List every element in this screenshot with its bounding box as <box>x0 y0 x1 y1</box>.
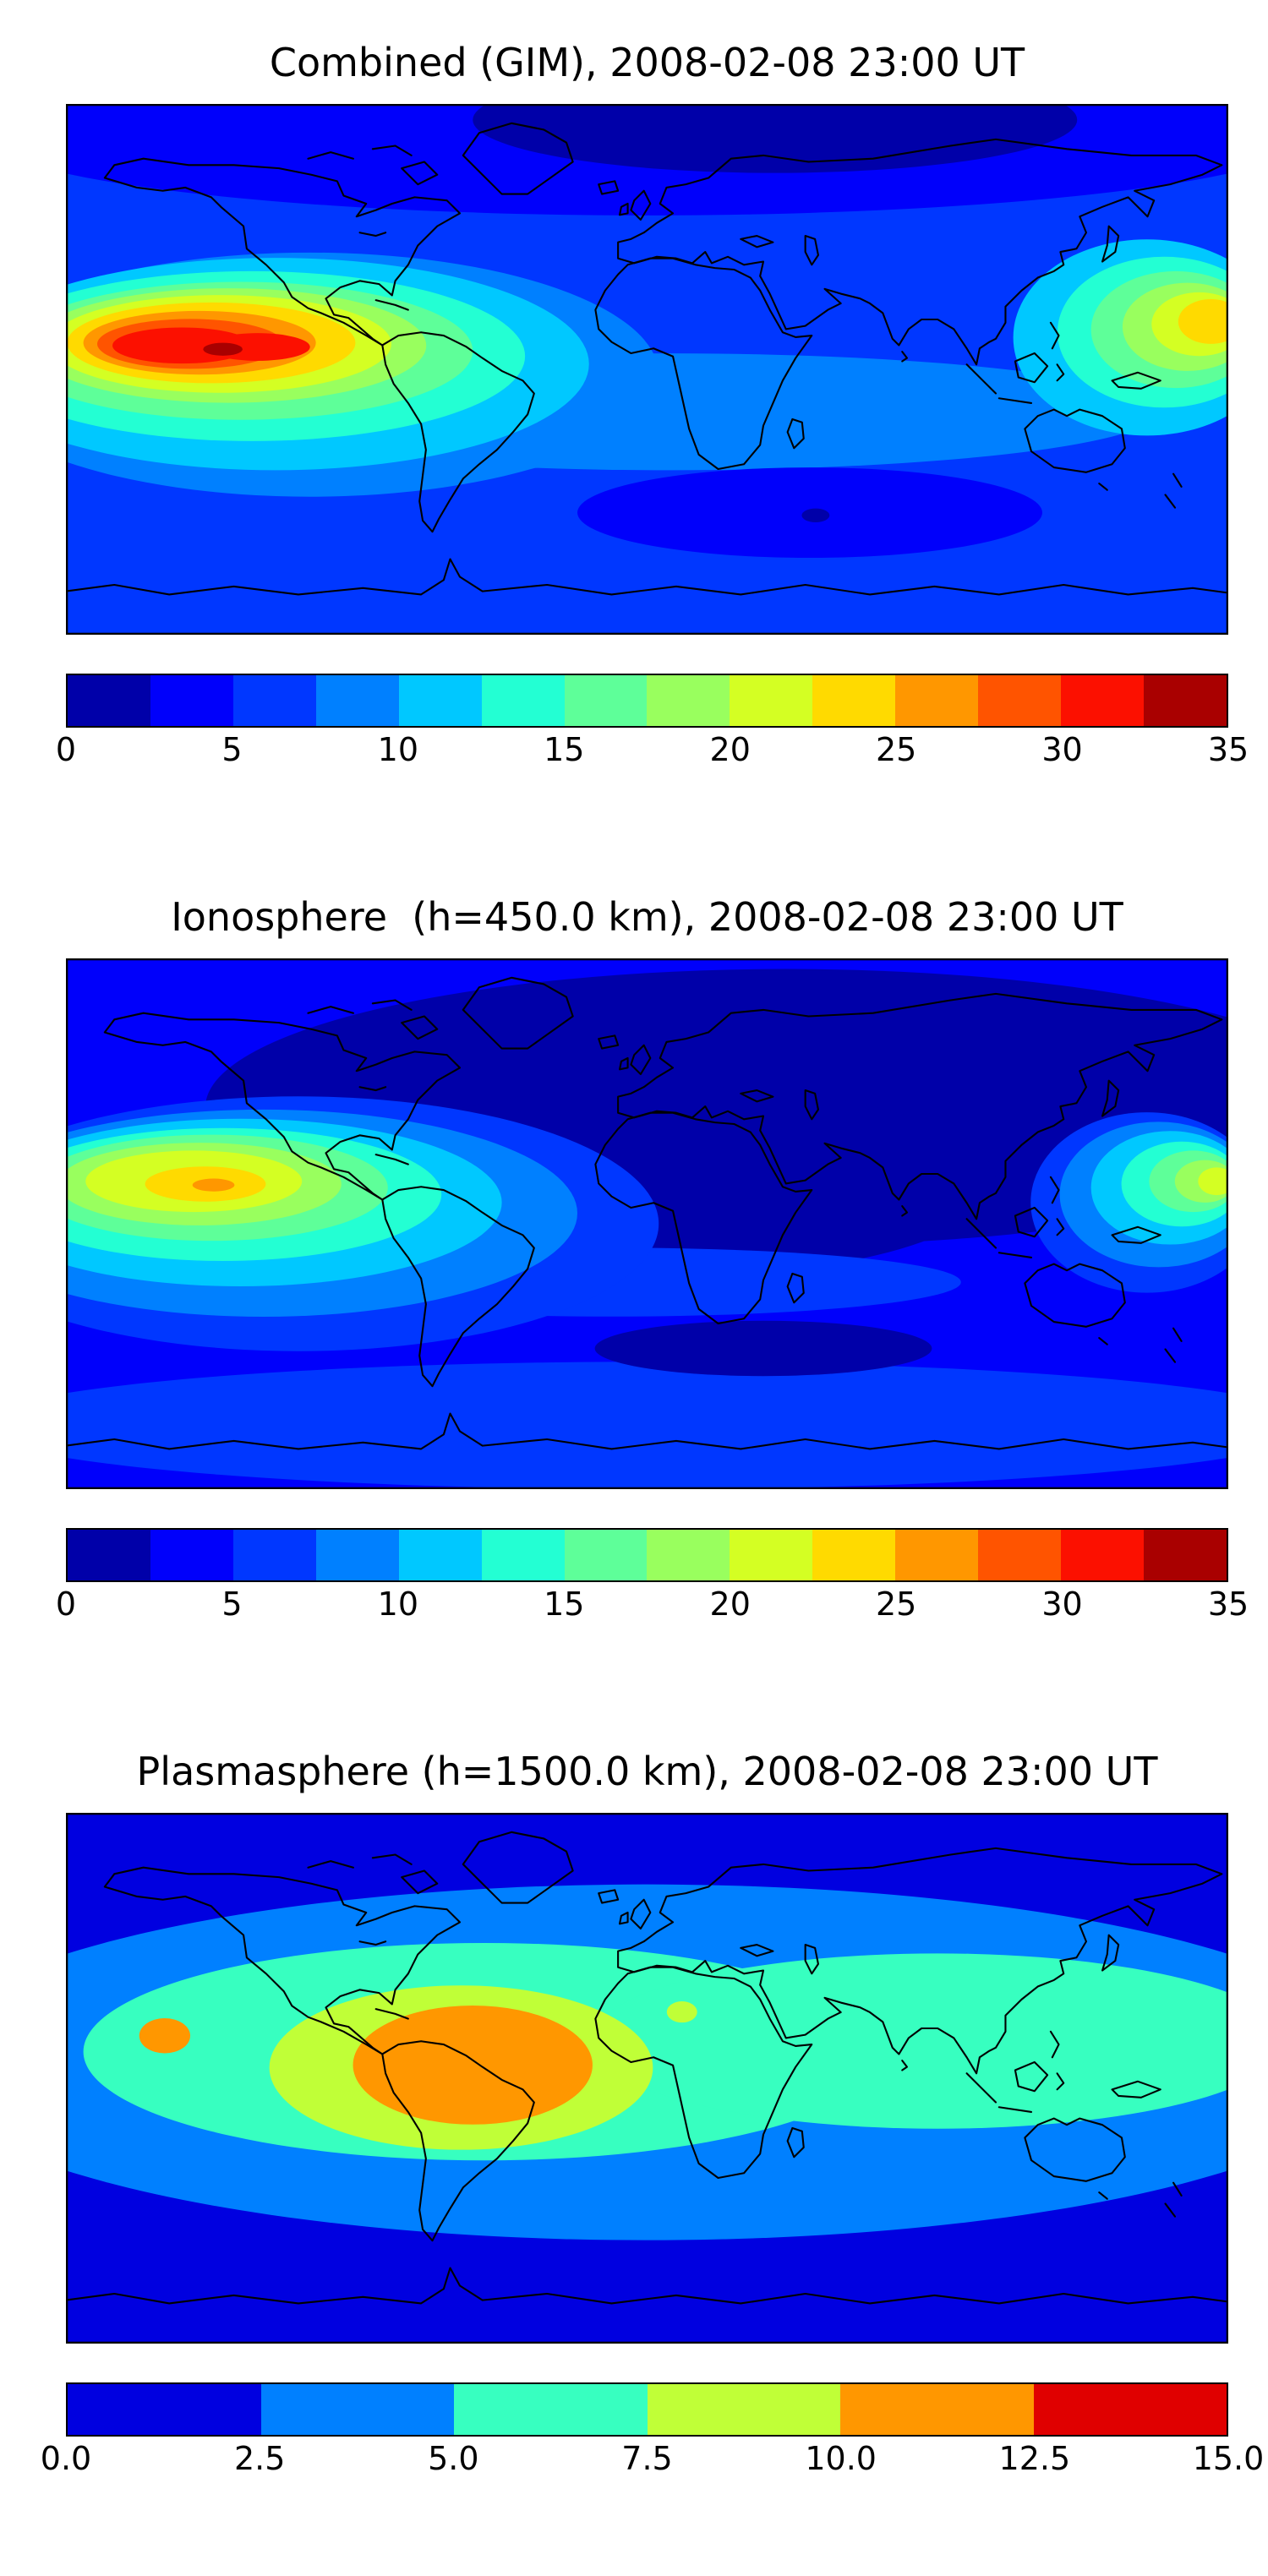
colorbar-segment <box>315 1529 399 1580</box>
colorbar-segment <box>564 1529 648 1580</box>
contour-map <box>66 103 1228 635</box>
colorbar-tick-label: 10 <box>377 730 419 768</box>
colorbar-tick-label: 5 <box>221 1585 243 1623</box>
colorbar-segment <box>68 1529 150 1580</box>
colorbar-segment <box>812 674 896 726</box>
colorbar-segment <box>895 674 979 726</box>
colorbar-tick-label: 5 <box>221 730 243 768</box>
colorbar-tick-label: 25 <box>875 730 917 768</box>
colorbar-segment <box>1061 674 1144 726</box>
map-frame <box>66 1812 1228 2344</box>
figure: Combined (GIM), 2008-02-08 23:00 UT 0 5 10… <box>0 41 1268 2576</box>
colorbar-segment <box>454 2383 648 2435</box>
colorbar-tick-label: 20 <box>709 1585 751 1623</box>
map-plot <box>66 103 1228 635</box>
colorbar-tick-label: 2.5 <box>233 2439 286 2477</box>
colorbar-gradient <box>66 1527 1228 1582</box>
colorbar-ticks: 0.0 2.5 5.0 7.5 10.0 12.5 15.0 <box>41 2439 1265 2486</box>
colorbar-tick-label: 12.5 <box>998 2439 1071 2477</box>
colorbar-segment <box>647 1529 730 1580</box>
colorbar-segment <box>481 1529 565 1580</box>
colorbar-gradient <box>66 2382 1228 2437</box>
colorbar-segment <box>730 1529 813 1580</box>
colorbar-tick-label: 10.0 <box>805 2439 877 2477</box>
colorbar-segment <box>1033 2383 1227 2435</box>
colorbar-tick-label: 15.0 <box>1192 2439 1265 2477</box>
colorbar-segment <box>730 674 813 726</box>
colorbar-segment <box>647 674 730 726</box>
colorbar-segment <box>647 2383 840 2435</box>
colorbar-segment <box>232 674 316 726</box>
colorbar-tick-label: 30 <box>1041 730 1083 768</box>
panel-title: Ionosphere (h=450.0 km), 2008-02-08 23:0… <box>171 893 1123 940</box>
colorbar-segment <box>481 674 565 726</box>
colorbar-gradient <box>66 673 1228 728</box>
contour-region <box>594 1320 932 1376</box>
contour-region <box>1198 1167 1228 1195</box>
colorbar-ticks: 0 5 10 15 20 25 30 35 <box>56 1585 1249 1631</box>
map-frame <box>66 958 1228 1489</box>
panel-title: Plasmasphere (h=1500.0 km), 2008-02-08 2… <box>136 1748 1158 1794</box>
map-plot <box>66 958 1228 1489</box>
colorbar-segment <box>895 1529 979 1580</box>
contour-region <box>192 1178 235 1192</box>
colorbar-segment <box>1143 1529 1227 1580</box>
panel-title: Combined (GIM), 2008-02-08 23:00 UT <box>269 40 1025 85</box>
colorbar-segment <box>1143 674 1227 726</box>
colorbar-tick-label: 0.0 <box>40 2439 92 2477</box>
panel-ionosphere: Ionosphere (h=450.0 km), 2008-02-08 23:0… <box>0 893 1268 1631</box>
colorbar: 0 5 10 15 20 25 30 35 <box>56 1527 1249 1631</box>
colorbar-ticks: 0 5 10 15 20 25 30 35 <box>56 730 1249 777</box>
colorbar-segment <box>1061 1529 1144 1580</box>
colorbar-tick-label: 35 <box>1207 1585 1249 1623</box>
contour-region <box>203 342 243 356</box>
colorbar-tick-label: 0 <box>55 730 77 768</box>
contour-region <box>353 2005 593 2125</box>
colorbar-segment <box>840 2383 1034 2435</box>
colorbar-segment <box>564 674 648 726</box>
colorbar-tick-label: 7.5 <box>621 2439 673 2477</box>
colorbar-segment <box>150 674 233 726</box>
colorbar-segment <box>978 1529 1062 1580</box>
contour-region <box>588 1953 1228 2129</box>
contour-region <box>1178 298 1228 344</box>
map-plot <box>66 1812 1228 2344</box>
colorbar-segment <box>315 674 399 726</box>
contour-region <box>66 1362 1228 1489</box>
colorbar-segment <box>978 674 1062 726</box>
panel-plasmasphere: Plasmasphere (h=1500.0 km), 2008-02-08 2… <box>0 1749 1268 2486</box>
colorbar-tick-label: 10 <box>377 1585 419 1623</box>
colorbar-tick-label: 15 <box>544 1585 585 1623</box>
panel-combined-gim: Combined (GIM), 2008-02-08 23:00 UT 0 5 10… <box>0 41 1268 777</box>
contour-region <box>473 103 1078 173</box>
colorbar: 0.0 2.5 5.0 7.5 10.0 12.5 15.0 <box>41 2382 1265 2486</box>
colorbar: 0 5 10 15 20 25 30 35 <box>56 673 1249 777</box>
colorbar-segment <box>812 1529 896 1580</box>
colorbar-tick-label: 30 <box>1041 1585 1083 1623</box>
colorbar-segment <box>260 2383 454 2435</box>
contour-map <box>66 1812 1228 2344</box>
colorbar-segment <box>232 1529 316 1580</box>
contour-region <box>139 2017 191 2054</box>
colorbar-segment <box>68 2383 261 2435</box>
colorbar-tick-label: 15 <box>544 730 585 768</box>
contour-map <box>66 958 1228 1489</box>
colorbar-tick-label: 35 <box>1207 730 1249 768</box>
colorbar-tick-label: 25 <box>875 1585 917 1623</box>
colorbar-tick-label: 5.0 <box>428 2439 479 2477</box>
map-frame <box>66 103 1228 635</box>
colorbar-segment <box>150 1529 233 1580</box>
colorbar-segment <box>398 1529 482 1580</box>
colorbar-segment <box>398 674 482 726</box>
colorbar-segment <box>68 674 150 726</box>
colorbar-tick-label: 0 <box>55 1585 77 1623</box>
contour-region <box>666 2000 697 2022</box>
contour-region <box>801 508 830 522</box>
colorbar-tick-label: 20 <box>709 730 751 768</box>
